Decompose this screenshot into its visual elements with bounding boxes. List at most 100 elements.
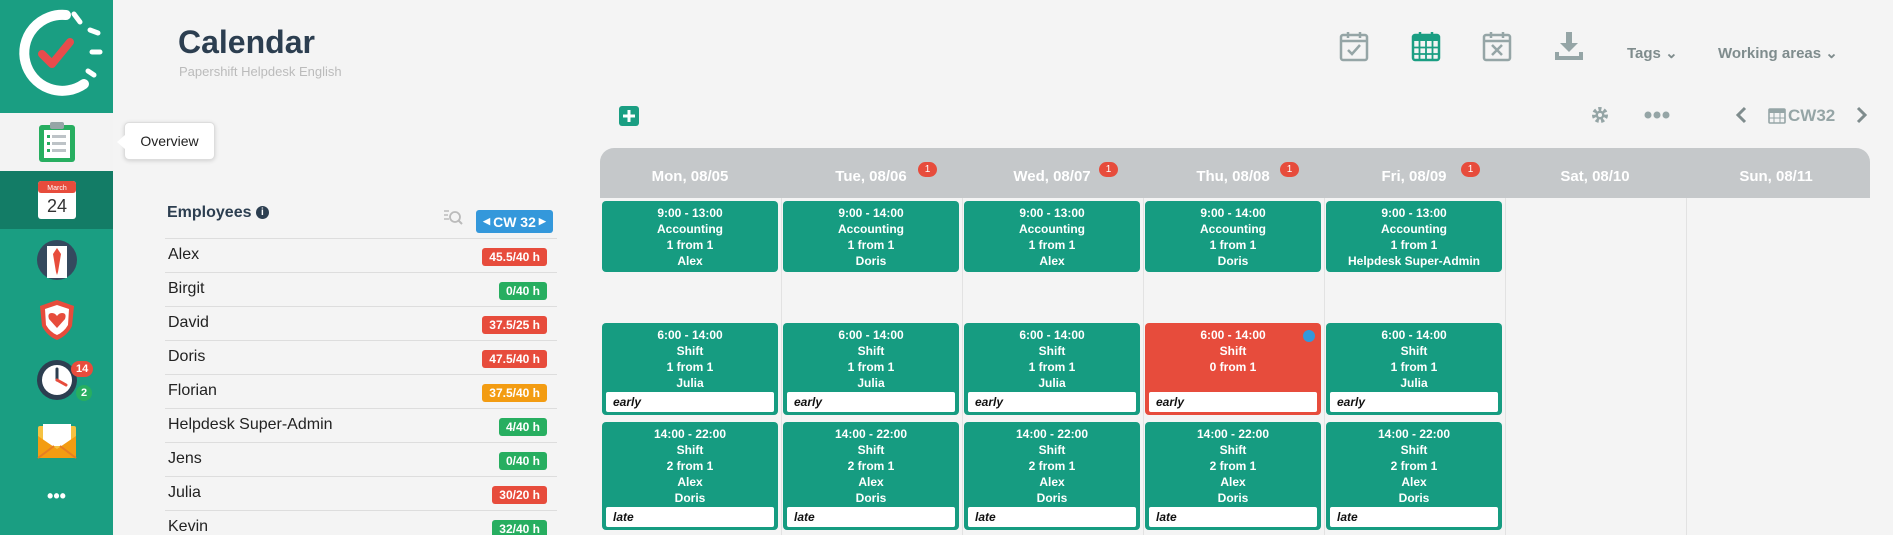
employees-week-selector[interactable]: ◀ CW 32 ▶: [476, 210, 553, 233]
employee-row[interactable]: Doris 47.5/40 h: [165, 340, 557, 374]
shift-name: Shift: [1400, 344, 1428, 358]
employees-heading-label: Employees: [167, 204, 252, 221]
employee-name: Doris: [168, 348, 206, 365]
sidebar-more-button[interactable]: •••: [47, 485, 66, 506]
employees-heading: Employees i: [167, 204, 269, 222]
accounting-shift-card[interactable]: 9:00 - 13:00 Accounting 1 from 1 Helpdesk S…: [1326, 201, 1502, 272]
shift-name: Shift: [676, 443, 704, 457]
employee-row[interactable]: Florian 37.5/40 h: [165, 374, 557, 408]
employee-hours-badge: 45.5/40 h: [482, 248, 547, 266]
day-column-divider: [781, 198, 782, 535]
info-icon[interactable]: i: [255, 206, 269, 219]
shift-person: Doris: [1217, 491, 1249, 505]
shift-staffing-count: 2 from 1: [847, 459, 895, 473]
employee-row[interactable]: Julia 30/20 h: [165, 476, 557, 510]
shift-person: Alex: [677, 475, 703, 489]
shift-time: 9:00 - 13:00: [657, 206, 723, 220]
day-column-divider: [1686, 198, 1687, 535]
shift-time: 14:00 - 22:00: [1196, 427, 1270, 441]
day-header-label[interactable]: Tue, 08/06: [835, 168, 907, 185]
page-subtitle: Papershift Helpdesk English: [179, 64, 342, 79]
caret-left-icon[interactable]: ◀: [483, 216, 491, 226]
day-header-label[interactable]: Mon, 08/05: [651, 168, 729, 185]
shift-person: Julia: [676, 376, 704, 390]
shift-person: Alex: [677, 254, 703, 268]
late-shift-card[interactable]: 14:00 - 22:00 Shift 2 from 1 Alex Doris late: [1145, 422, 1321, 530]
papershift-logo-icon[interactable]: [0, 0, 113, 113]
prev-week-arrow-icon[interactable]: [1735, 106, 1747, 124]
employee-row[interactable]: David 37.5/25 h: [165, 306, 557, 340]
day-header-label[interactable]: Sun, 08/11: [1739, 168, 1813, 185]
shift-staffing-count: 1 from 1: [1028, 238, 1076, 252]
shift-name: Accounting: [1381, 222, 1447, 236]
shift-staffing-count: 0 from 1: [1209, 360, 1257, 374]
early-shift-card[interactable]: 6:00 - 14:00 Shift 1 from 1 Julia early: [964, 323, 1140, 415]
shift-staffing-count: 1 from 1: [666, 360, 714, 374]
chevron-down-icon: ⌄: [1825, 45, 1838, 62]
sidebar-item-calendar[interactable]: March 24: [0, 171, 113, 229]
next-week-arrow-icon[interactable]: [1856, 106, 1868, 124]
late-shift-card[interactable]: 14:00 - 22:00 Shift 2 from 1 Alex Doris late: [964, 422, 1140, 530]
accounting-shift-card[interactable]: 9:00 - 13:00 Accounting 1 from 1 Alex: [602, 201, 778, 272]
shift-person: Alex: [858, 475, 884, 489]
day-header-label[interactable]: Fri, 08/09: [1381, 168, 1447, 185]
employee-hours-badge: 30/20 h: [492, 486, 547, 504]
sidebar-item-overview[interactable]: [0, 113, 113, 171]
sidebar-item-time-tracking[interactable]: 14 2: [0, 351, 113, 409]
sidebar-item-employees[interactable]: [0, 231, 113, 289]
employee-row[interactable]: Helpdesk Super-Admin 4/40 h: [165, 408, 557, 442]
shift-person: Doris: [855, 491, 887, 505]
calendar-remove-icon[interactable]: [1481, 30, 1513, 62]
employee-name: Alex: [168, 246, 200, 263]
download-icon[interactable]: [1553, 30, 1585, 62]
calendar-grid-icon[interactable]: [1410, 30, 1442, 62]
employee-row[interactable]: Kevin 32/40 h: [165, 510, 557, 535]
shift-tag-label: early: [787, 392, 955, 412]
shift-tag-label: early: [968, 392, 1136, 412]
day-column-divider: [1143, 198, 1144, 535]
late-shift-card[interactable]: 14:00 - 22:00 Shift 2 from 1 Alex Doris late: [1326, 422, 1502, 530]
accounting-shift-card[interactable]: 9:00 - 13:00 Accounting 1 from 1 Alex: [964, 201, 1140, 272]
shift-name: Shift: [676, 344, 704, 358]
shift-name: Shift: [1219, 344, 1247, 358]
week-calendar-icon: [1768, 108, 1786, 124]
add-shift-button[interactable]: [619, 106, 639, 126]
accounting-shift-card[interactable]: 9:00 - 14:00 Accounting 1 from 1 Doris: [1145, 201, 1321, 272]
calendar-icon: March 24: [37, 181, 76, 219]
day-header-label[interactable]: Sat, 08/10: [1560, 168, 1630, 185]
tags-dropdown[interactable]: Tags ⌄: [1627, 44, 1678, 62]
shift-person: Julia: [857, 376, 885, 390]
employee-row[interactable]: Alex 45.5/40 h: [165, 238, 557, 272]
late-shift-card[interactable]: 14:00 - 22:00 Shift 2 from 1 Alex Doris late: [783, 422, 959, 530]
early-shift-card[interactable]: 6:00 - 14:00 Shift 0 from 1 early: [1145, 323, 1321, 415]
employees-week-label: CW 32: [493, 213, 536, 230]
sidebar-item-health[interactable]: [0, 291, 113, 349]
employee-search-icon[interactable]: [443, 209, 463, 227]
shift-staffing-count: 2 from 1: [1390, 459, 1438, 473]
shift-time: 14:00 - 22:00: [1377, 427, 1451, 441]
early-shift-card[interactable]: 6:00 - 14:00 Shift 1 from 1 Julia early: [602, 323, 778, 415]
day-header-label[interactable]: Wed, 08/07: [1013, 168, 1091, 185]
shift-person: Alex: [1220, 475, 1246, 489]
current-week-label[interactable]: CW32: [1788, 106, 1836, 125]
shift-time: 6:00 - 14:00: [1019, 328, 1085, 342]
employee-row[interactable]: Birgit 0/40 h: [165, 272, 557, 306]
accounting-shift-card[interactable]: 9:00 - 14:00 Accounting 1 from 1 Doris: [783, 201, 959, 272]
late-shift-card[interactable]: 14:00 - 22:00 Shift 2 from 1 Alex Doris late: [602, 422, 778, 530]
early-shift-card[interactable]: 6:00 - 14:00 Shift 1 from 1 Julia early: [1326, 323, 1502, 415]
day-header-label[interactable]: Thu, 08/08: [1196, 168, 1270, 185]
shift-tag-label: early: [606, 392, 774, 412]
working-areas-dropdown[interactable]: Working areas ⌄: [1718, 44, 1838, 62]
caret-right-icon[interactable]: ▶: [538, 216, 546, 226]
sidebar-item-messages[interactable]: [0, 413, 113, 471]
more-options-icon[interactable]: [1644, 110, 1670, 120]
shift-name: Shift: [1400, 443, 1428, 457]
settings-gear-icon[interactable]: [1591, 106, 1609, 124]
employee-name: Kevin: [168, 518, 209, 535]
calendar-check-icon[interactable]: [1338, 30, 1370, 62]
early-shift-card[interactable]: 6:00 - 14:00 Shift 1 from 1 Julia early: [783, 323, 959, 415]
employee-row[interactable]: Jens 0/40 h: [165, 442, 557, 476]
shift-person: Julia: [1400, 376, 1428, 390]
employee-hours-badge: 37.5/40 h: [482, 384, 547, 402]
shift-person: Julia: [1038, 376, 1066, 390]
